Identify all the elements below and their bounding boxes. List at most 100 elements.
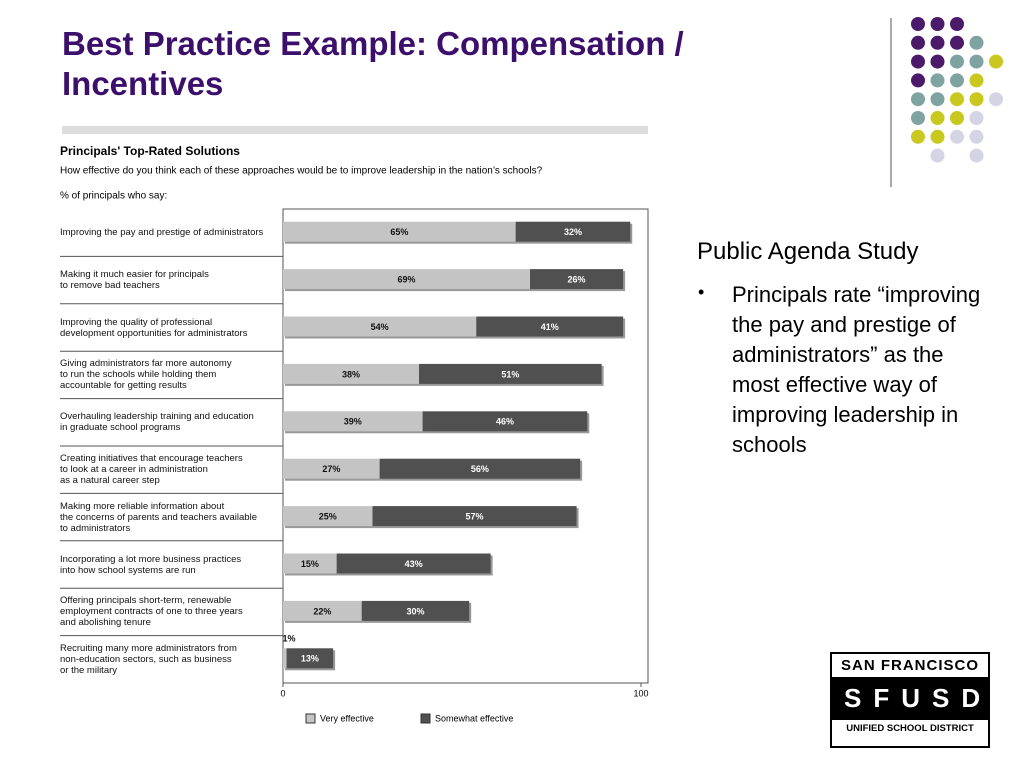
value-label: 56%: [471, 464, 489, 474]
dot: [950, 111, 964, 125]
dot: [911, 73, 925, 88]
category-label: Making it much easier for principals to …: [60, 269, 209, 292]
dot: [930, 54, 945, 69]
category-label: Incorporating a lot more business practi…: [60, 553, 242, 576]
value-label: 54%: [371, 322, 389, 332]
bar: [283, 411, 423, 432]
bar: [379, 458, 581, 479]
value-label: 22%: [313, 606, 331, 616]
logo-middle: SFUSD: [832, 677, 988, 720]
dot: [930, 35, 945, 50]
value-label: 30%: [406, 606, 424, 616]
dot: [950, 73, 964, 88]
dot: [911, 17, 925, 31]
bar: [283, 269, 531, 290]
dot: [911, 129, 925, 144]
band: [62, 126, 648, 134]
category-label: Giving administrators far more autonomy …: [60, 358, 232, 392]
value-label: 26%: [568, 274, 586, 284]
bar: [372, 506, 577, 527]
dot: [989, 92, 1003, 107]
chart-title: Principals' Top-Rated Solutions: [60, 144, 240, 158]
dot: [911, 111, 925, 125]
dot: [950, 54, 964, 69]
dot: [969, 35, 984, 50]
dot: [969, 129, 984, 144]
value-label: 25%: [319, 511, 337, 521]
bar: [283, 553, 337, 574]
bar: [283, 363, 420, 384]
category-label: Improving the pay and prestige of admini…: [60, 227, 264, 239]
value-label: 65%: [390, 227, 408, 237]
dot: [950, 92, 964, 107]
bar: [530, 269, 624, 290]
category-label: Making more reliable information about t…: [60, 500, 257, 534]
bar: [283, 506, 373, 527]
side-bullet: Principals rate “improving the pay and p…: [732, 282, 981, 457]
bar: [419, 363, 602, 384]
logo: SAN FRANCISCO SFUSD UNIFIED SCHOOL DISTR…: [830, 652, 990, 748]
value-label: 57%: [466, 511, 484, 521]
value-label: 39%: [344, 417, 362, 427]
category-label: Creating initiatives that encourage teac…: [60, 453, 243, 487]
value-label: 41%: [541, 322, 559, 332]
dot: [911, 54, 925, 69]
value-label: 32%: [564, 227, 582, 237]
dot: [989, 54, 1003, 69]
bar: [283, 458, 380, 479]
bar: [283, 316, 477, 337]
dot: [930, 92, 945, 107]
chart-subtitle: How effective do you think each of these…: [60, 166, 543, 177]
legend-swatch: [420, 713, 431, 724]
dot: [969, 111, 984, 125]
dot: [930, 73, 945, 88]
bar: [422, 411, 588, 432]
dot: [969, 92, 984, 107]
bar: [283, 221, 516, 242]
bullet-dot: •: [698, 282, 705, 302]
slide-title: Best Practice Example: Compensation / In…: [62, 25, 684, 102]
legend-label: Very effective: [320, 713, 374, 723]
bar: [283, 648, 287, 669]
logo-bottom: UNIFIED SCHOOL DISTRICT: [846, 723, 974, 734]
value-label: 38%: [342, 369, 360, 379]
category-label: Improving the quality of professional de…: [60, 316, 248, 339]
legend-label: Somewhat effective: [435, 713, 513, 723]
logo-top: SAN FRANCISCO: [840, 657, 979, 674]
side-heading: Public Agenda Study: [697, 238, 919, 265]
category-label: Recruiting many more administrators from…: [60, 642, 237, 676]
value-label: 27%: [322, 464, 340, 474]
x-tick-label: 100: [633, 688, 648, 698]
dot: [930, 129, 945, 144]
bar: [361, 600, 470, 621]
dot: [969, 73, 984, 88]
dot: [930, 111, 945, 125]
dot: [930, 17, 945, 31]
value-label: 15%: [301, 559, 319, 569]
value-label: 46%: [496, 417, 514, 427]
bar: [515, 221, 631, 242]
chart-note: % of principals who say:: [60, 191, 167, 202]
bar: [286, 648, 334, 669]
bar: [476, 316, 624, 337]
bar: [336, 553, 491, 574]
value-label: 51%: [501, 369, 519, 379]
dot: [969, 148, 984, 163]
category-label: Offering principals short-term, renewabl…: [60, 595, 243, 629]
value-label: 43%: [405, 559, 423, 569]
bar: [283, 600, 362, 621]
dot: [911, 92, 925, 107]
dot: [911, 35, 925, 50]
dot: [969, 54, 984, 69]
category-label: Overhauling leadership training and educ…: [60, 411, 254, 434]
value-label: 1%: [282, 634, 295, 644]
value-label: 69%: [398, 274, 416, 284]
dot: [930, 148, 945, 163]
dot: [950, 129, 964, 144]
x-tick-label: 0: [280, 688, 285, 698]
legend-swatch: [305, 713, 316, 724]
dot: [950, 35, 964, 50]
dot: [950, 17, 964, 31]
